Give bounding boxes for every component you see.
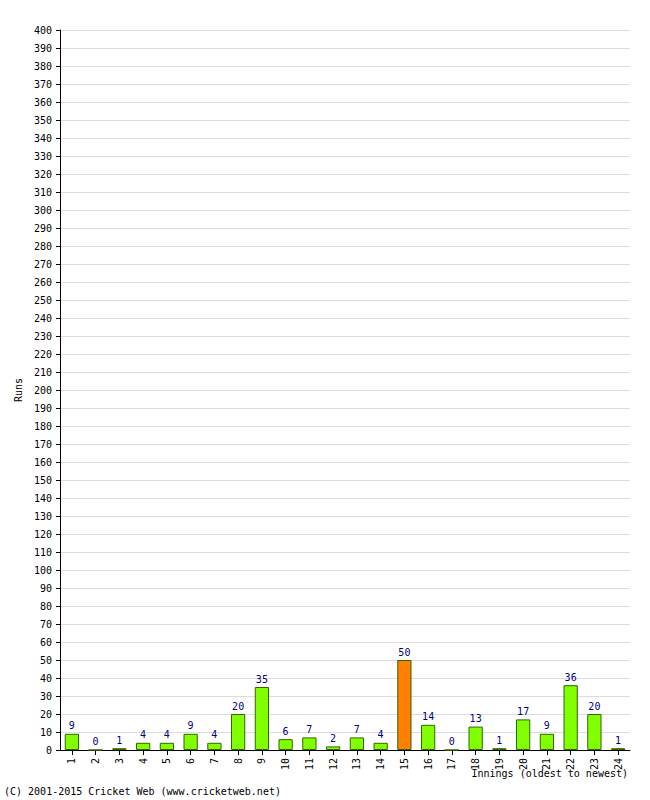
svg-text:280: 280 — [34, 241, 52, 252]
svg-text:24: 24 — [613, 758, 624, 770]
svg-text:1: 1 — [66, 758, 77, 764]
svg-text:4: 4 — [138, 758, 149, 764]
svg-text:360: 360 — [34, 97, 52, 108]
svg-text:4: 4 — [140, 729, 146, 740]
svg-text:380: 380 — [34, 61, 52, 72]
svg-text:290: 290 — [34, 223, 52, 234]
svg-text:1: 1 — [615, 735, 621, 746]
svg-text:21: 21 — [541, 758, 552, 770]
svg-text:180: 180 — [34, 421, 52, 432]
svg-text:Innings (oldest to newest): Innings (oldest to newest) — [471, 767, 628, 779]
svg-text:310: 310 — [34, 187, 52, 198]
svg-text:160: 160 — [34, 457, 52, 468]
svg-text:390: 390 — [34, 43, 52, 54]
svg-text:20: 20 — [232, 701, 244, 712]
svg-text:0: 0 — [93, 736, 99, 747]
svg-text:11: 11 — [304, 758, 315, 770]
svg-text:22: 22 — [565, 758, 576, 770]
svg-text:12: 12 — [328, 758, 339, 770]
svg-text:23: 23 — [589, 758, 600, 770]
svg-text:100: 100 — [34, 565, 52, 576]
svg-text:13: 13 — [470, 713, 482, 724]
svg-text:4: 4 — [164, 729, 170, 740]
svg-text:4: 4 — [211, 729, 217, 740]
svg-text:6: 6 — [185, 758, 196, 764]
svg-text:7: 7 — [354, 724, 360, 735]
svg-text:130: 130 — [34, 511, 52, 522]
svg-text:190: 190 — [34, 403, 52, 414]
svg-text:260: 260 — [34, 277, 52, 288]
svg-text:140: 140 — [34, 493, 52, 504]
svg-text:4: 4 — [378, 729, 384, 740]
svg-text:370: 370 — [34, 79, 52, 90]
svg-text:220: 220 — [34, 349, 52, 360]
svg-text:40: 40 — [40, 673, 52, 684]
svg-text:36: 36 — [565, 672, 577, 683]
svg-text:9: 9 — [69, 720, 75, 731]
svg-text:20: 20 — [518, 758, 529, 770]
svg-text:7: 7 — [306, 724, 312, 735]
svg-text:20: 20 — [588, 701, 600, 712]
svg-text:50: 50 — [40, 655, 52, 666]
svg-text:7: 7 — [209, 758, 220, 764]
svg-text:400: 400 — [34, 25, 52, 36]
svg-text:340: 340 — [34, 133, 52, 144]
svg-text:1: 1 — [496, 735, 502, 746]
svg-text:Runs: Runs — [13, 378, 24, 402]
svg-text:15: 15 — [399, 758, 410, 770]
svg-text:5: 5 — [161, 758, 172, 764]
svg-text:200: 200 — [34, 385, 52, 396]
svg-text:17: 17 — [517, 706, 529, 717]
svg-text:9: 9 — [256, 758, 267, 764]
svg-text:13: 13 — [351, 758, 362, 770]
svg-text:17: 17 — [446, 758, 457, 770]
svg-text:70: 70 — [40, 619, 52, 630]
svg-text:(C) 2001-2015 Cricket Web (www: (C) 2001-2015 Cricket Web (www.cricketwe… — [4, 786, 281, 797]
svg-text:30: 30 — [40, 691, 52, 702]
svg-text:150: 150 — [34, 475, 52, 486]
svg-text:6: 6 — [283, 726, 289, 737]
svg-text:350: 350 — [34, 115, 52, 126]
svg-text:120: 120 — [34, 529, 52, 540]
svg-text:170: 170 — [34, 439, 52, 450]
svg-text:330: 330 — [34, 151, 52, 162]
svg-text:60: 60 — [40, 637, 52, 648]
svg-text:8: 8 — [233, 758, 244, 764]
svg-text:230: 230 — [34, 331, 52, 342]
svg-text:3: 3 — [114, 758, 125, 764]
svg-text:1: 1 — [116, 735, 122, 746]
svg-text:210: 210 — [34, 367, 52, 378]
svg-text:9: 9 — [544, 720, 550, 731]
svg-text:14: 14 — [375, 758, 386, 770]
svg-text:14: 14 — [422, 711, 434, 722]
svg-text:2: 2 — [330, 733, 336, 744]
svg-text:50: 50 — [398, 647, 410, 658]
svg-text:10: 10 — [40, 727, 52, 738]
svg-text:9: 9 — [188, 720, 194, 731]
svg-text:80: 80 — [40, 601, 52, 612]
svg-text:19: 19 — [494, 758, 505, 770]
svg-text:0: 0 — [449, 736, 455, 747]
svg-text:35: 35 — [256, 674, 268, 685]
svg-text:320: 320 — [34, 169, 52, 180]
svg-text:0: 0 — [46, 745, 52, 756]
svg-text:250: 250 — [34, 295, 52, 306]
svg-text:300: 300 — [34, 205, 52, 216]
svg-text:110: 110 — [34, 547, 52, 558]
svg-text:90: 90 — [40, 583, 52, 594]
svg-text:10: 10 — [280, 758, 291, 770]
svg-text:270: 270 — [34, 259, 52, 270]
svg-text:20: 20 — [40, 709, 52, 720]
svg-text:18: 18 — [470, 758, 481, 770]
svg-text:2: 2 — [90, 758, 101, 764]
svg-text:16: 16 — [423, 758, 434, 770]
svg-text:240: 240 — [34, 313, 52, 324]
